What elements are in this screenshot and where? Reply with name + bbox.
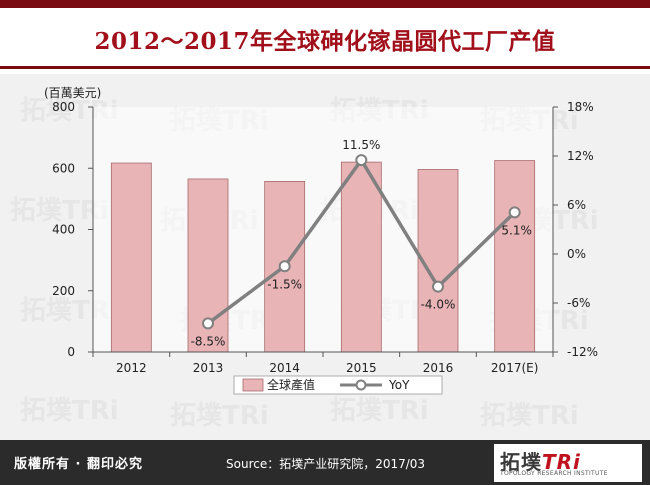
yoy-data-label: -8.5% <box>191 334 226 348</box>
y2-tick-label: -6% <box>567 296 590 310</box>
bar <box>494 160 536 353</box>
bar <box>340 161 382 353</box>
y2-tick-label: 12% <box>567 149 594 163</box>
y-tick-label: 200 <box>52 284 75 298</box>
y-tick-label: 600 <box>52 161 75 175</box>
bar <box>417 169 459 353</box>
y2-tick-label: -12% <box>567 345 598 359</box>
yoy-point <box>355 154 368 167</box>
chart: 0 200 400 600 800 -12% -6% 0% 6% 12% 18% 2012 2013 20… <box>44 86 598 395</box>
logo-subtext: TOPOLOGY RESEARCH INSTITUTE <box>500 470 608 477</box>
y2-tick-label: 18% <box>567 100 594 114</box>
x-tick-label: 2012 <box>116 361 147 375</box>
source-note: Source：拓墣产业研究院，2017/03 <box>226 457 426 471</box>
x-tick-label: 2016 <box>423 361 454 375</box>
yoy-point <box>432 280 444 293</box>
yoy-data-label: 11.5% <box>342 138 380 152</box>
yoy-data-label: -1.5% <box>267 277 302 291</box>
yoy-data-label: 5.1% <box>501 223 532 237</box>
legend-swatch-bar <box>242 378 264 392</box>
yoy-point <box>278 260 291 273</box>
y-tick-label: 400 <box>52 223 75 237</box>
yoy-point <box>202 317 214 330</box>
title-band <box>0 8 650 74</box>
top-accent-bar <box>0 0 650 8</box>
legend-swatch-marker <box>355 379 367 391</box>
x-tick-label: 2014 <box>269 361 300 375</box>
copyright-notice: 版權所有 · 翻印必究 <box>14 457 143 472</box>
x-tick-label: 2013 <box>193 361 224 375</box>
x-tick-label: 2015 <box>346 361 377 375</box>
title-divider <box>0 66 650 69</box>
y2-tick-label: 6% <box>567 198 586 212</box>
tri-logo: 拓墣TRi TOPOLOGY RESEARCH INSTITUTE <box>494 444 642 482</box>
logo-wordmark: 拓墣TRi <box>500 450 581 474</box>
yoy-point <box>508 206 521 219</box>
page-title: 2012～2017年全球砷化镓晶圆代工厂产值 <box>94 28 556 55</box>
x-tick-label: 2017(E) <box>491 361 538 375</box>
y2-tick-label: 0% <box>567 247 586 261</box>
legend-label-line: YoY <box>388 378 410 392</box>
yoy-data-label: -4.0% <box>421 298 456 312</box>
legend-label-bar: 全球產值 <box>267 377 315 392</box>
y-tick-label: 0 <box>67 345 75 359</box>
plot-area <box>93 107 553 352</box>
y-tick-label: 800 <box>52 100 75 114</box>
bar <box>110 162 152 353</box>
legend-box <box>233 375 443 395</box>
y-axis-unit-label: (百萬美元) <box>44 86 101 100</box>
footer: 版權所有 · 翻印必究 Source：拓墣产业研究院，2017/03 拓墣TRi… <box>0 440 650 485</box>
